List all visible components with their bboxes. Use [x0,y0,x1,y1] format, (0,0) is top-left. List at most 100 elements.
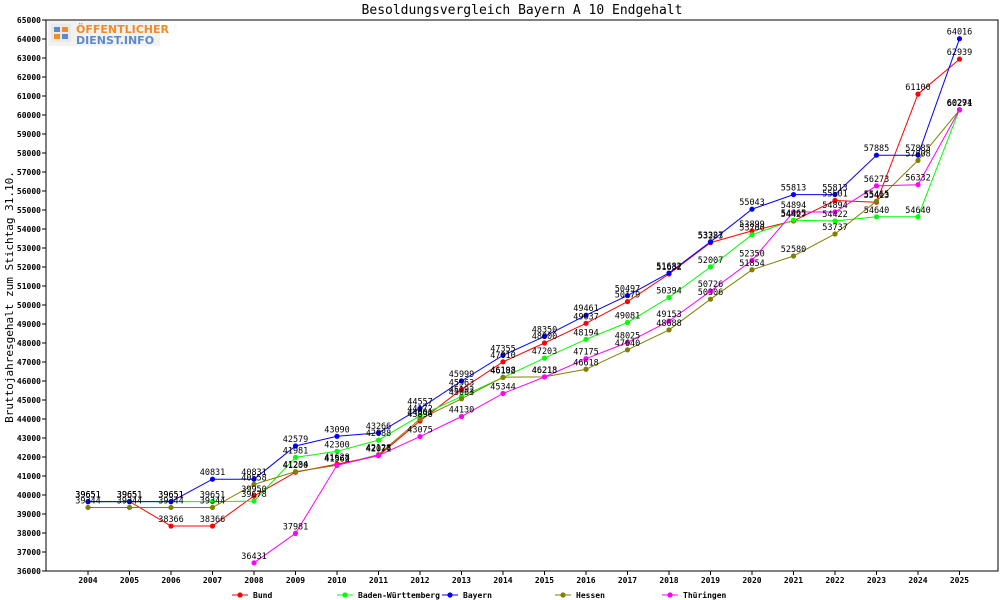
data-label: 43090 [324,425,350,435]
data-point [85,499,91,505]
y-tick-label: 52000 [17,263,41,272]
data-label: 55043 [739,198,765,208]
y-tick-label: 60000 [17,111,41,120]
data-label: 42579 [283,435,309,445]
data-label: 47175 [573,348,599,358]
data-point [209,504,216,511]
data-label: 47355 [490,344,516,354]
data-label: 39344 [117,496,143,506]
data-point [251,560,257,566]
data-point [583,320,589,326]
watermark-logo: ÖFFENTLICHER DIENST.INFO [48,21,169,47]
data-point [749,206,755,212]
data-point [375,437,382,443]
data-label: 55465 [864,190,890,200]
data-label: 42888 [366,429,392,439]
data-label: 54640 [864,206,890,216]
data-label: 39678 [241,490,267,500]
data-point [873,214,880,220]
data-label: 41562 [324,454,350,464]
data-point [583,356,589,362]
y-tick-label: 45000 [17,396,41,405]
data-label: 52007 [698,256,724,266]
data-label: 47010 [490,351,516,361]
series-line-0 [88,58,960,527]
y-tick-label: 41000 [17,472,41,481]
series-line-1 [88,109,960,503]
data-label: 46182 [490,367,516,377]
data-point [209,476,216,482]
data-point [666,318,672,324]
y-tick-label: 49000 [17,320,41,329]
data-point [832,231,838,237]
data-label: 40831 [200,468,226,478]
watermark-emblem-square [54,27,60,32]
data-point [749,267,755,273]
data-label: 56273 [864,175,890,185]
data-point [832,209,838,215]
data-point [790,191,797,198]
data-label: 51632 [656,263,682,273]
data-point [375,430,382,436]
x-tick-label: 2019 [701,576,720,585]
series-lines [85,36,963,566]
y-tick-label: 55000 [17,206,41,215]
data-label: 46213 [532,366,558,376]
y-tick-label: 57000 [17,168,41,177]
data-point [583,366,589,372]
data-label: 45063 [449,388,475,398]
data-label: 61100 [905,83,931,93]
data-point [790,217,797,223]
data-label: 46218 [532,366,558,376]
data-label: 47203 [532,347,558,357]
data-label: 44557 [407,397,433,407]
data-labels: 39651 39651 38366 38366 39950 41200 41628 42071… [75,28,972,562]
x-tick-label: 2016 [576,576,595,585]
data-point [915,182,921,188]
data-label: 50726 [698,280,724,290]
data-point [666,270,672,276]
data-point [624,347,631,353]
data-point [292,530,299,536]
data-label: 39344 [75,496,101,506]
data-point [417,433,423,440]
data-point [500,374,506,380]
data-label: 54465 [781,209,807,219]
x-tick-label: 2014 [493,576,512,585]
watermark-emblem-square [62,27,68,32]
data-point [873,152,880,158]
y-tick-label: 56000 [17,187,41,196]
data-point [334,433,340,439]
data-point [458,386,465,392]
series-line-3 [88,109,960,508]
legend-marker [237,592,243,598]
legend-marker [667,592,673,598]
y-tick-label: 39000 [17,510,41,519]
data-point [956,56,963,62]
x-tick-label: 2009 [286,576,305,585]
watermark-emblem [51,24,71,42]
data-point [334,462,340,468]
legend-label: Bund [253,591,272,600]
data-label: 41234 [283,461,309,471]
data-label: 39651 [117,491,143,501]
x-tick-label: 2021 [784,576,803,585]
y-tick-label: 51000 [17,282,41,291]
data-point [251,493,257,499]
data-point [85,504,91,511]
y-tick-label: 40000 [17,491,41,500]
data-label: 42077 [366,445,392,455]
data-label: 39344 [200,496,226,506]
data-point [334,448,340,454]
data-label: 54640 [905,206,931,216]
data-point [168,523,174,529]
data-label: 39651 [117,491,143,501]
data-point [500,352,506,358]
watermark-line2: DIENST.INFO [76,34,154,47]
data-point [707,239,714,245]
x-tick-label: 2013 [452,576,471,585]
data-point [624,319,631,326]
data-label: 39651 [75,491,101,501]
data-label: 44130 [449,406,475,416]
